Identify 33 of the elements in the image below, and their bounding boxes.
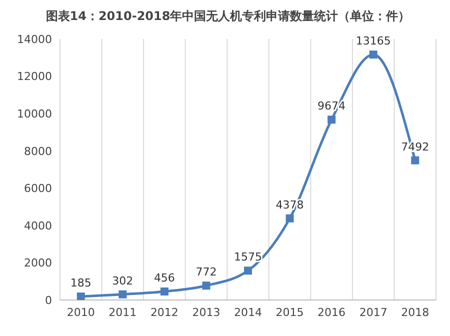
point bbox=[244, 266, 252, 275]
x-tick-label: 2018 bbox=[401, 306, 430, 319]
y-tick-label: 10000 bbox=[17, 107, 52, 120]
point bbox=[286, 214, 294, 222]
y-tick-label: 4000 bbox=[24, 219, 52, 232]
point bbox=[118, 290, 127, 298]
data-label: 185 bbox=[70, 276, 92, 290]
point bbox=[76, 292, 85, 300]
x-tick-label: 2015 bbox=[276, 306, 304, 319]
point bbox=[328, 116, 336, 124]
x-tick-label: 2010 bbox=[66, 306, 95, 319]
data-label: 302 bbox=[112, 274, 134, 288]
data-label: 456 bbox=[154, 272, 175, 284]
y-tick-label: 14000 bbox=[17, 32, 52, 46]
x-tick-label: 2012 bbox=[150, 306, 178, 319]
data-label: 13165 bbox=[356, 34, 391, 48]
point bbox=[411, 156, 420, 164]
chart-title: 图表14：2010-2018年中国无人机专利申请数量统计（单位：件） bbox=[44, 8, 412, 25]
y-tick-label: 6000 bbox=[24, 182, 52, 196]
x-tick-label: 2013 bbox=[192, 306, 220, 319]
x-tick-label: 2014 bbox=[234, 306, 262, 319]
data-label: 1575 bbox=[234, 250, 262, 264]
point bbox=[369, 50, 378, 59]
y-tick-label: 2000 bbox=[24, 256, 52, 270]
y-tick-label: 0 bbox=[45, 294, 52, 307]
x-tick-label: 2011 bbox=[108, 306, 137, 319]
x-tick-label: 2016 bbox=[318, 306, 346, 319]
point bbox=[160, 288, 168, 296]
x-tick-label: 2017 bbox=[359, 306, 388, 319]
y-tick-label: 12000 bbox=[17, 70, 52, 84]
point bbox=[202, 282, 210, 290]
data-label: 772 bbox=[196, 266, 217, 279]
y-tick-label: 8000 bbox=[24, 144, 52, 158]
